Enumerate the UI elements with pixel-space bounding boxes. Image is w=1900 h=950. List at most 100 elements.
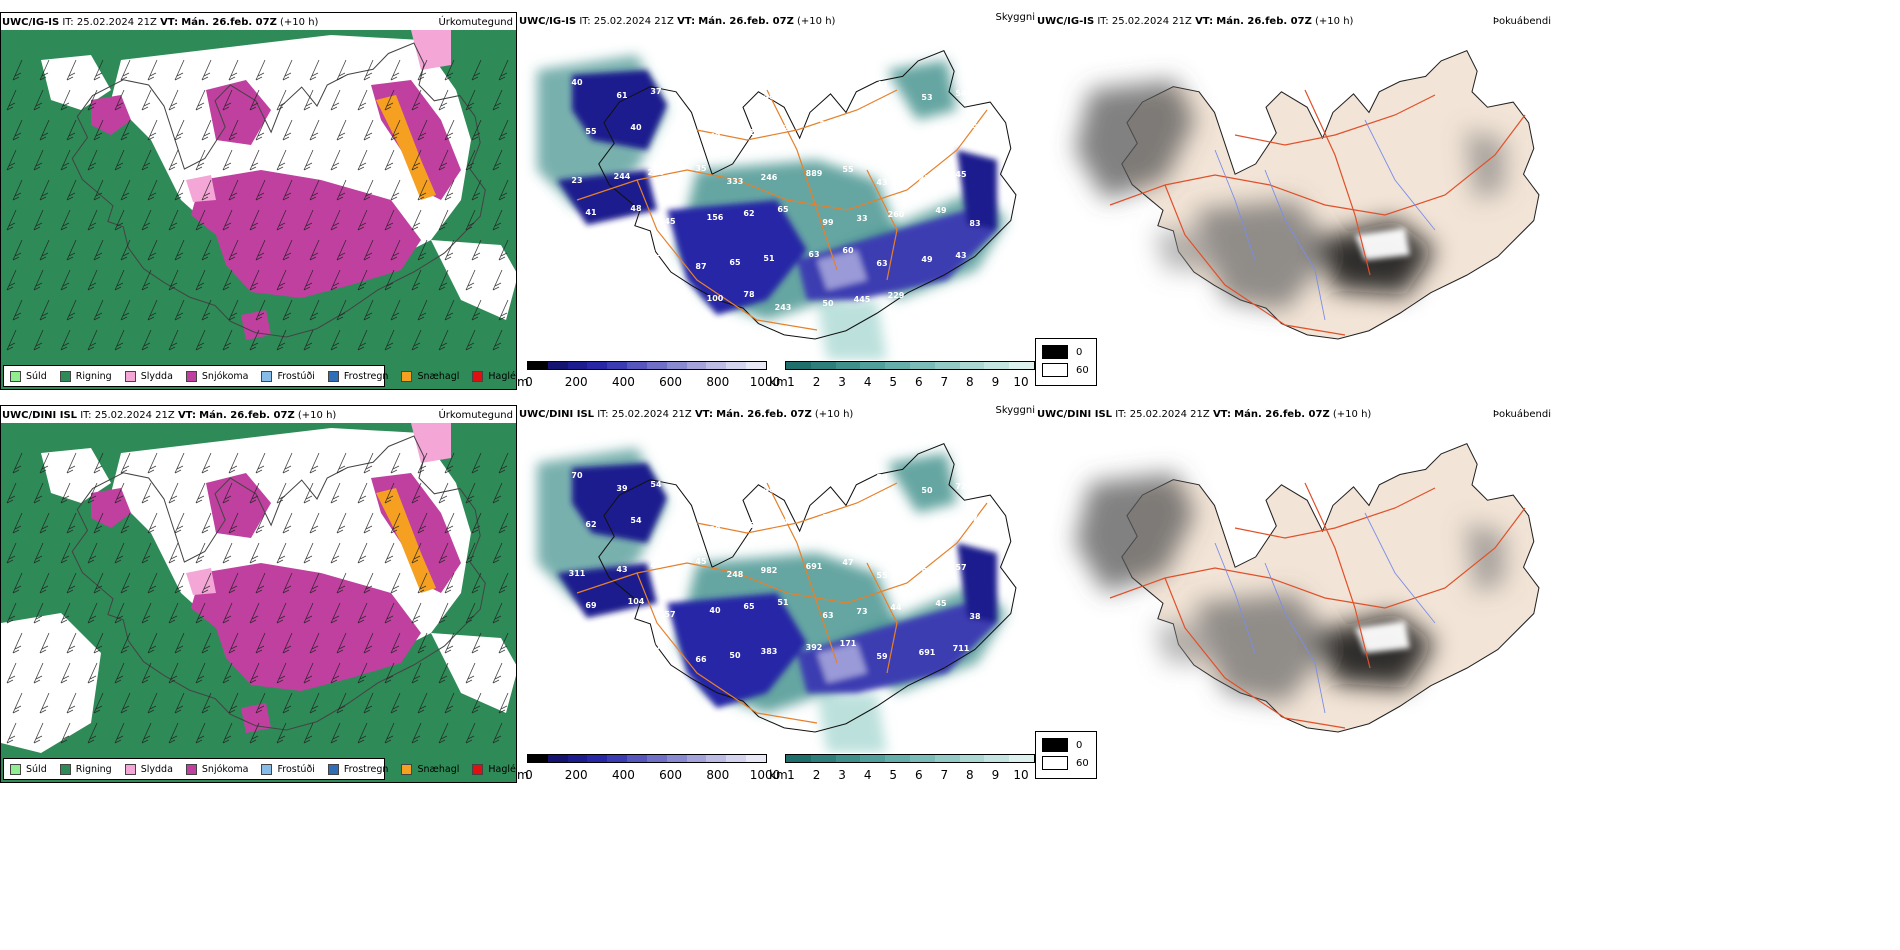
fog-legend-label: 60 [1076, 364, 1089, 376]
visibility-label: 52 [729, 472, 740, 481]
visibility-label: 39 [616, 484, 628, 493]
vt-value: Mán. 26.feb. 07Z [199, 410, 295, 421]
colorbar-tick: 0 [525, 375, 533, 389]
colorbar-cell [686, 362, 707, 369]
colorbar-tick: 2 [812, 375, 821, 389]
precip-type-title: Úrkomutegund [438, 410, 513, 421]
visibility-label: 55 [842, 477, 854, 486]
visibility-label: 45 [935, 599, 947, 608]
model-name: UWC/DINI ISL [1037, 409, 1113, 420]
visibility-label: 50 [822, 299, 834, 308]
fog-legend-item: 0 [1042, 738, 1082, 752]
legend-item: Snæhagl [401, 370, 460, 382]
panel-header: UWC/IG-IS IT: 25.02.2024 21Z VT: Mán. 26… [2, 17, 318, 29]
visibility-label: 53 [921, 93, 932, 102]
colorbar-cell [860, 362, 886, 369]
visibility-label: 58 [856, 133, 868, 142]
legend-swatch [261, 763, 273, 775]
colorbar-cell [885, 755, 910, 762]
visibility-km-unit: km [769, 768, 788, 782]
lead-time: (+10 h) [1315, 16, 1354, 27]
panel-header: UWC/DINI ISL IT: 25.02.2024 21Z VT: Mán.… [519, 409, 853, 421]
visibility-label: 48 [763, 485, 775, 494]
fog-legend-item: 0 [1042, 345, 1082, 359]
legend-label: Haglél [488, 763, 517, 775]
visibility-label: 48 [630, 204, 642, 213]
visibility-label: 54 [842, 84, 854, 93]
colorbar-tick: 400 [611, 768, 635, 782]
visibility-label: 38 [969, 612, 981, 621]
colorbar-cell [646, 362, 667, 369]
colorbar-tick: 200 [564, 375, 588, 389]
it-value: 25.02.2024 21Z [593, 16, 674, 27]
legend-label: Slydda [140, 370, 173, 382]
precip-legend: Súld Rigning Slydda Snjókoma Frostúði Frostre… [3, 758, 516, 780]
model-name: UWC/DINI ISL [519, 409, 595, 420]
colorbar-tick: 3 [838, 375, 846, 389]
it-value: 25.02.2024 21Z [76, 17, 157, 28]
colorbar-tick: 7 [940, 768, 949, 782]
elevation-ticks: 0 200 400 600 800 1000 [525, 375, 780, 389]
visibility-label: 40 [571, 78, 583, 87]
legend-label: Snjókoma [201, 370, 249, 382]
colorbar-tick: 800 [706, 768, 730, 782]
colorbar-cell [607, 755, 628, 762]
legend-item: Slydda [124, 370, 173, 382]
colorbar-cell [587, 755, 608, 762]
legend-item: Frostúði [261, 370, 315, 382]
visibility-label: 62 [743, 209, 754, 218]
vt-label: VT: [694, 409, 713, 420]
fog-index-legend: 0 60 [1035, 338, 1097, 386]
visibility-label: 23 [571, 176, 582, 185]
visibility-label: 64 [856, 526, 868, 535]
visibility-label: 47 [842, 558, 853, 567]
vt-label: VT: [160, 17, 179, 28]
visibility-label: 69 [585, 601, 597, 610]
colorbar-tick: 7 [940, 375, 949, 389]
visibility-label: 62 [585, 520, 596, 529]
visibility-label: 244 [614, 172, 631, 181]
legend-swatch [401, 763, 413, 775]
legend-label: Súld [26, 763, 47, 775]
vt-value: Mán. 26.feb. 07Z [1234, 409, 1330, 420]
visibility-label: 43 [616, 565, 627, 574]
legend-label: Snæhagl [417, 370, 460, 382]
colorbar-cell [666, 362, 687, 369]
visibility-label: 63 [808, 250, 819, 259]
precip-legend: Súld Rigning Slydda Snjókoma Frostúði Frostre… [3, 365, 516, 387]
visibility-label: 99 [822, 218, 834, 227]
visibility-label: 78 [743, 290, 755, 299]
vt-label: VT: [177, 410, 196, 421]
visibility-label: 57 [955, 563, 966, 572]
rivers [1214, 512, 1436, 714]
fog-legend-swatch [1042, 738, 1068, 752]
colorbar-cell [810, 755, 836, 762]
sleet-field [411, 30, 451, 70]
elevation-colorbar: m 0 200 400 600 800 1000 [517, 752, 780, 782]
fog-legend-swatch [1042, 756, 1068, 770]
visibility-label: 392 [806, 643, 823, 652]
it-value: 25.02.2024 21Z [611, 409, 692, 420]
visibility-label: 54 [822, 513, 834, 522]
it-value: 25.02.2024 21Z [1111, 16, 1192, 27]
visibility-label: 54 [890, 129, 902, 138]
visibility-labels: 70 39 54 63 52 48 42 55 50 50 72 62 54 42 39 35 54 54 64 16… [569, 471, 984, 704]
legend-item: Snjókoma [185, 370, 249, 382]
colorbar-tick: 600 [659, 768, 683, 782]
precip-map [1, 30, 516, 389]
model-name: UWC/IG-IS [2, 17, 60, 28]
vt-label: VT: [677, 16, 696, 27]
panel-header: UWC/IG-IS IT: 25.02.2024 21Z VT: Mán. 26… [519, 16, 835, 28]
colorbar-cell [1009, 362, 1034, 369]
precip-type-panel: UWC/DINI ISL IT: 25.02.2024 21Z VT: Mán.… [0, 405, 517, 783]
visibility-label: 156 [707, 213, 724, 222]
colorbar-cell [528, 755, 548, 762]
visibility-label: 65 [777, 205, 789, 214]
colorbar-cell [786, 755, 811, 762]
colorbar-cell [860, 755, 886, 762]
colorbar-tick: 1000 [749, 768, 781, 782]
visibility-km-ticks: 1 2 3 4 5 6 7 8 9 10 [787, 768, 1028, 782]
visibility-label: 445 [854, 295, 871, 304]
colorbar-tick: 3 [838, 768, 846, 782]
visibility-km-cells [785, 361, 1035, 370]
